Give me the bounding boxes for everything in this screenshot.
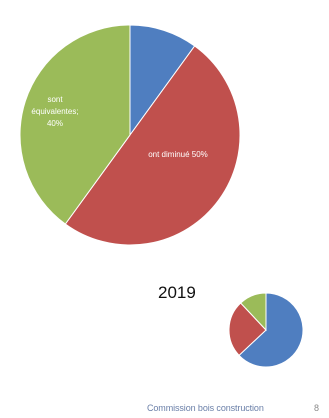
pie-2019-slice-0 (238, 292, 304, 368)
pie-main-slice-1 (64, 45, 241, 246)
page-number: 8 (314, 403, 320, 413)
pie-chart-2019-title: 2019 (158, 283, 196, 302)
pie-2019-slice-1 (228, 302, 267, 357)
pie-2019-slice-2 (239, 292, 267, 332)
pie-main-slice-label-1: ont diminué 50% (148, 150, 208, 159)
footer-text: Commission bois construction (147, 403, 264, 413)
pie-main-slice-label-2: sont équivalentes; 40% (31, 95, 78, 128)
pie-main-slice-2 (19, 24, 131, 225)
pie-main-slice-label-0: ont augmenté; 10% (172, 13, 223, 34)
